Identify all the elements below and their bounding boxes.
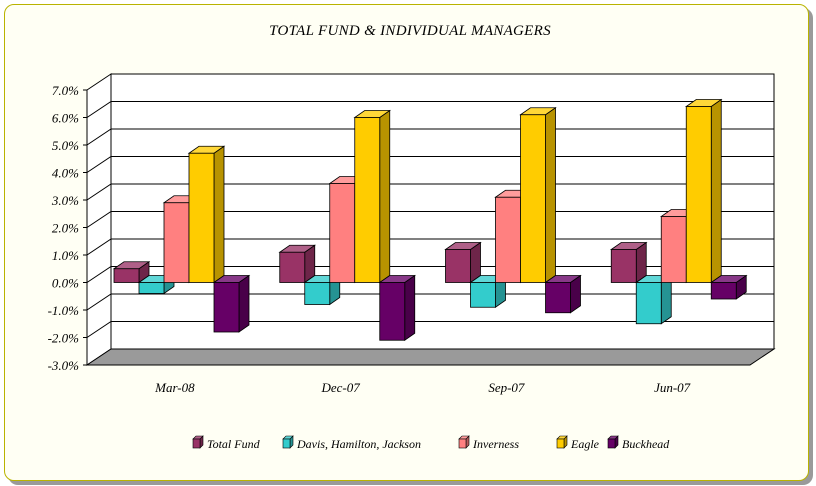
y-tick-label: -3.0% bbox=[48, 358, 80, 373]
bar-side bbox=[213, 145, 225, 284]
legend-swatch bbox=[556, 438, 565, 449]
y-tick-label: 3.0% bbox=[51, 193, 79, 208]
bar-front bbox=[445, 249, 471, 283]
bar-side bbox=[238, 274, 250, 333]
legend-label: Eagle bbox=[570, 437, 600, 451]
x-tick-label: Dec-07 bbox=[320, 380, 360, 395]
bar-front bbox=[520, 114, 546, 283]
bar bbox=[353, 109, 392, 284]
legend-item: Inverness bbox=[458, 435, 519, 451]
bar-front bbox=[685, 106, 712, 283]
chart-floor bbox=[85, 348, 776, 366]
y-tick-label: 1.0% bbox=[52, 248, 79, 263]
bar bbox=[278, 244, 317, 284]
legend-item: Buckhead bbox=[607, 435, 670, 451]
y-tick-label: 7.0% bbox=[52, 83, 79, 98]
bar bbox=[519, 106, 557, 284]
legend-swatch bbox=[282, 438, 291, 449]
bar-front bbox=[495, 196, 521, 283]
y-tick-label: 6.0% bbox=[52, 111, 79, 126]
y-tick-label: 4.0% bbox=[52, 166, 79, 181]
bar-front bbox=[660, 216, 687, 283]
bar bbox=[544, 274, 582, 314]
bar-front bbox=[304, 282, 331, 305]
bar-chart: TOTAL FUND & INDIVIDUAL MANAGERS 7.0% 6.0… bbox=[48, 23, 776, 451]
legend-item: Davis, Hamilton, Jackson bbox=[282, 435, 421, 451]
y-tick-label: 0.0% bbox=[52, 276, 79, 291]
bar bbox=[212, 274, 251, 333]
y-tick-label: 2.0% bbox=[52, 221, 79, 236]
bar-front bbox=[379, 282, 406, 341]
gridline bbox=[86, 321, 774, 338]
bar bbox=[378, 274, 417, 342]
bar-front bbox=[113, 268, 140, 283]
bar bbox=[609, 241, 648, 284]
bar bbox=[444, 241, 482, 284]
legend-swatch bbox=[192, 438, 201, 449]
bar bbox=[112, 260, 151, 284]
bar-front bbox=[213, 282, 240, 333]
y-axis: 7.0% 6.0% 5.0% 4.0% 3.0% 2.0% 1.0% 0.0% -1.0% -2.… bbox=[48, 83, 88, 373]
legend-label: Total Fund bbox=[207, 437, 261, 451]
chart-card: TOTAL FUND & INDIVIDUAL MANAGERS 7.0% 6.0… bbox=[4, 4, 809, 481]
legend-swatch bbox=[607, 438, 616, 449]
bar-front bbox=[710, 282, 737, 300]
bar-front bbox=[279, 251, 306, 283]
y-tick-label: 5.0% bbox=[52, 138, 79, 153]
bar-side bbox=[379, 109, 391, 284]
legend: Total Fund Davis, Hamilton, Jackson Invern… bbox=[192, 435, 670, 451]
x-axis: Mar-08 Dec-07 Sep-07 Jun-07 bbox=[87, 364, 750, 395]
bar-front bbox=[329, 183, 356, 283]
bar-front bbox=[163, 202, 190, 283]
legend-label: Buckhead bbox=[622, 437, 670, 451]
legend-swatch bbox=[458, 438, 467, 449]
bar-side bbox=[404, 274, 416, 342]
bar-front bbox=[610, 249, 637, 283]
legend-label: Inverness bbox=[472, 437, 519, 451]
bar-side bbox=[545, 106, 556, 284]
legend-item: Total Fund bbox=[192, 435, 261, 451]
bars bbox=[112, 98, 748, 342]
bar-front bbox=[354, 117, 381, 283]
bar-front bbox=[635, 282, 662, 325]
legend-label: Davis, Hamilton, Jackson bbox=[296, 437, 421, 451]
chart-title: TOTAL FUND & INDIVIDUAL MANAGERS bbox=[269, 23, 551, 39]
legend-item: Eagle bbox=[556, 435, 600, 451]
x-tick-label: Jun-07 bbox=[654, 380, 691, 395]
bar-front bbox=[188, 152, 215, 283]
gridline bbox=[86, 101, 774, 118]
bar-side bbox=[710, 98, 722, 284]
bar bbox=[187, 145, 226, 284]
y-tick-label: -1.0% bbox=[48, 303, 80, 318]
bar bbox=[684, 98, 723, 284]
bar-front bbox=[138, 282, 165, 294]
y-tick-label: -2.0% bbox=[48, 331, 80, 346]
bar-front bbox=[470, 282, 496, 308]
x-tick-label: Sep-07 bbox=[488, 380, 525, 395]
x-tick-label: Mar-08 bbox=[154, 380, 195, 395]
bar bbox=[709, 274, 748, 300]
bar-front bbox=[545, 282, 571, 314]
